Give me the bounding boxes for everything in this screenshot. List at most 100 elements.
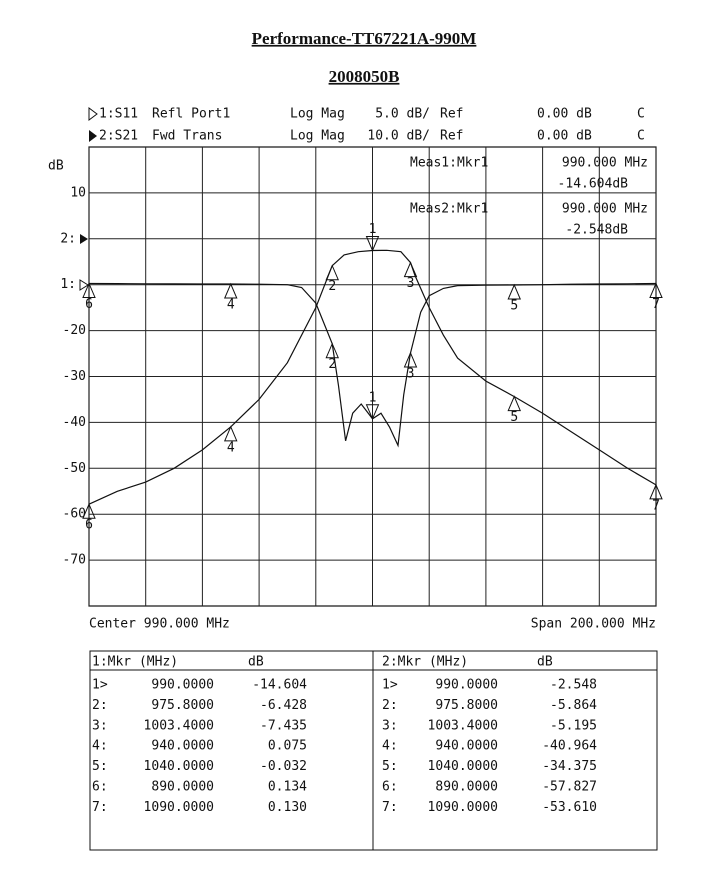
marker-id: 1: [369, 390, 377, 405]
ref2-arrow: [80, 234, 88, 244]
marker-id: 1: [369, 222, 377, 237]
marker: [325, 342, 340, 359]
channel-ref-label: Ref: [440, 129, 463, 144]
x-center-label: Center 990.000 MHz: [89, 617, 230, 632]
trace: [88, 249, 657, 505]
table-value: 0.130: [268, 800, 307, 815]
marker: [649, 282, 663, 299]
table-id: 2:: [92, 698, 108, 713]
y-tick-label: -40: [63, 415, 86, 430]
table-freq: 1003.4000: [428, 718, 498, 733]
marker: [365, 404, 380, 421]
table-value: -2.548: [550, 678, 597, 693]
marker-id: 2: [328, 357, 336, 372]
table-id: 1>: [382, 678, 398, 693]
table-freq: 975.8000: [151, 698, 214, 713]
table-header: 2:Mkr (MHz): [382, 655, 468, 670]
channel-param: Refl Port1: [152, 107, 230, 122]
marker-id: 3: [407, 366, 415, 381]
table-id: 4:: [382, 739, 398, 754]
channel1-symbol: [88, 107, 98, 121]
marker: [82, 502, 96, 519]
table-id: 7:: [382, 800, 398, 815]
y-tick-label: 10: [70, 185, 86, 200]
table-freq: 890.0000: [435, 780, 498, 795]
table-id: 4:: [92, 739, 108, 754]
channel-flag: C: [637, 107, 645, 122]
marker-id: 5: [510, 410, 518, 425]
table-value: -6.428: [260, 698, 307, 713]
table-freq: 990.0000: [435, 678, 498, 693]
table-freq: 1090.0000: [428, 800, 498, 815]
table-unit: dB: [248, 655, 264, 670]
marker: [507, 283, 522, 300]
channel-ref: 0.00 dB: [537, 107, 592, 122]
table-freq: 940.0000: [435, 739, 498, 754]
marker: [403, 261, 418, 278]
channel-param: Fwd Trans: [152, 129, 222, 144]
meas-label: Meas2:Mkr1: [410, 202, 488, 217]
marker-id: 7: [652, 498, 660, 513]
table-id: 1>: [92, 678, 108, 693]
y-tick-label: -20: [63, 323, 86, 338]
table-value: -0.032: [260, 759, 307, 774]
channel-ref-label: Ref: [440, 107, 463, 122]
marker-id: 5: [510, 298, 518, 313]
channel-name: 2:S21: [99, 129, 138, 144]
table-freq: 1003.4000: [144, 718, 214, 733]
x-span-label: Span 200.000 MHz: [531, 617, 656, 632]
table-value: -53.610: [542, 800, 597, 815]
marker-id: 7: [652, 297, 660, 312]
table-id: 5:: [92, 759, 108, 774]
marker-id: 4: [227, 298, 235, 313]
marker: [507, 395, 522, 412]
trace: [88, 282, 657, 448]
table-freq: 975.8000: [435, 698, 498, 713]
table-value: -40.964: [542, 739, 597, 754]
table-value: -14.604: [252, 678, 307, 693]
channel-scale: 10.0 dB/: [367, 129, 430, 144]
title: Performance-TT67221A-990M: [252, 29, 477, 48]
meas-label: Meas1:Mkr1: [410, 156, 488, 171]
y-tick-label: 2:: [60, 231, 76, 246]
channel-name: 1:S11: [99, 107, 138, 122]
table-freq: 1040.0000: [144, 759, 214, 774]
marker: [223, 282, 238, 299]
channel-scale: 5.0 dB/: [375, 107, 430, 122]
meas-value: -2.548dB: [565, 223, 628, 238]
channel-flag: C: [637, 129, 645, 144]
table-unit: dB: [537, 655, 553, 670]
marker: [403, 351, 418, 368]
table-freq: 890.0000: [151, 780, 214, 795]
table-value: 0.134: [268, 780, 307, 795]
y-axis-label: dB: [48, 159, 64, 174]
y-tick-label: -50: [63, 461, 86, 476]
marker-id: 4: [227, 440, 235, 455]
meas-freq: 990.000 MHz: [562, 202, 648, 217]
marker: [365, 235, 380, 252]
marker: [649, 483, 663, 500]
y-tick-label: 1:: [60, 277, 76, 292]
table-value: -7.435: [260, 718, 307, 733]
channel-format: Log Mag: [290, 107, 345, 122]
marker-id: 6: [85, 518, 93, 533]
table-value: 0.075: [268, 739, 307, 754]
table-id: 6:: [92, 780, 108, 795]
meas-freq: 990.000 MHz: [562, 156, 648, 171]
table-value: -57.827: [542, 780, 597, 795]
table-freq: 990.0000: [151, 678, 214, 693]
table-header: 1:Mkr (MHz): [92, 655, 178, 670]
y-tick-label: -60: [63, 507, 86, 522]
table-id: 3:: [382, 718, 398, 733]
marker: [325, 264, 340, 281]
y-tick-label: -30: [63, 369, 86, 384]
table-value: -5.195: [550, 718, 597, 733]
table-id: 5:: [382, 759, 398, 774]
y-tick-label: -70: [63, 553, 86, 568]
meas-value: -14.604dB: [558, 177, 629, 192]
table-freq: 1090.0000: [144, 800, 214, 815]
channel-format: Log Mag: [290, 129, 345, 144]
marker: [223, 425, 238, 442]
